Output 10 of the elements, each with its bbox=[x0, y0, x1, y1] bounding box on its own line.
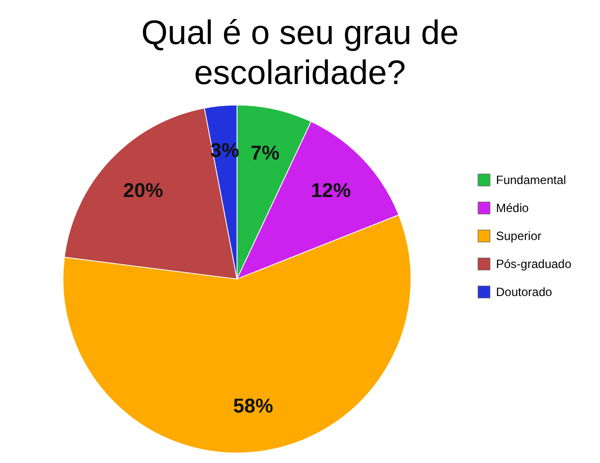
legend-label: Médio bbox=[496, 201, 530, 215]
legend-label: Doutorado bbox=[496, 285, 552, 299]
data-label: 12% bbox=[310, 180, 352, 202]
legend-label: Fundamental bbox=[496, 173, 566, 187]
data-label: 58% bbox=[233, 396, 274, 418]
legend-label: Pós-graduado bbox=[496, 257, 572, 271]
data-label: 7% bbox=[250, 142, 280, 164]
legend-label: Superior bbox=[496, 229, 542, 243]
chart-title: Qual é o seu grau de escolaridade? bbox=[141, 14, 459, 92]
data-label: 20% bbox=[123, 180, 164, 202]
